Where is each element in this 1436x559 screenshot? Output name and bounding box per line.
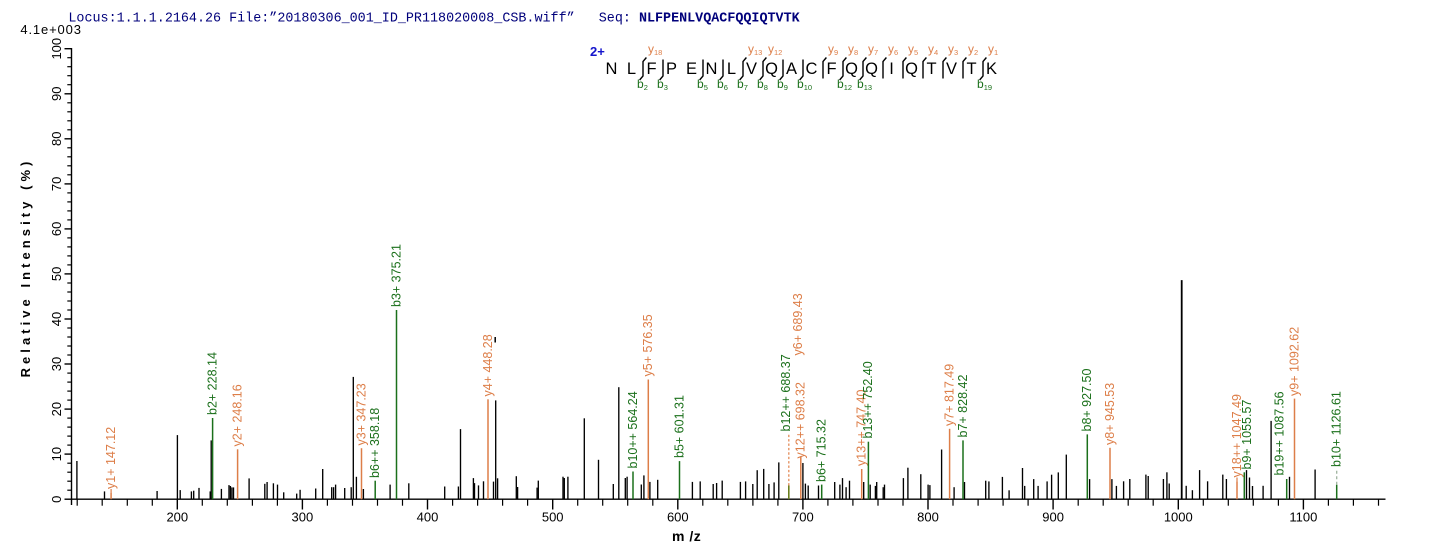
svg-text:b19++ 1087.56: b19++ 1087.56 (1273, 391, 1287, 475)
svg-text:b10++ 564.24: b10++ 564.24 (626, 391, 640, 468)
svg-text:500: 500 (542, 510, 564, 525)
svg-text:b9+ 1055.57: b9+ 1055.57 (1240, 400, 1254, 470)
svg-text:y6: y6 (888, 42, 898, 57)
svg-text:T: T (966, 60, 976, 78)
svg-text:300: 300 (292, 510, 314, 525)
svg-text:A: A (786, 60, 797, 78)
svg-text:y2: y2 (968, 42, 978, 57)
svg-text:b9: b9 (777, 77, 788, 92)
svg-text:y7: y7 (868, 42, 878, 57)
svg-text:y4: y4 (928, 42, 938, 57)
svg-text:y1: y1 (988, 42, 998, 57)
svg-text:b8: b8 (757, 77, 768, 92)
svg-text:y5+ 576.35: y5+ 576.35 (641, 314, 655, 376)
svg-text:1000: 1000 (1164, 510, 1193, 525)
svg-text:Q: Q (865, 60, 878, 78)
svg-text:b7: b7 (737, 77, 748, 92)
svg-text:y9+ 1092.62: y9+ 1092.62 (1287, 327, 1301, 396)
svg-text:y18++ 1047.49: y18++ 1047.49 (1230, 394, 1244, 477)
svg-text:F: F (826, 60, 836, 78)
svg-text:b2+ 228.14: b2+ 228.14 (205, 352, 219, 415)
svg-text:b12: b12 (837, 77, 852, 92)
svg-text:y6+ 689.43: y6+ 689.43 (791, 293, 805, 355)
svg-text:b5+ 601.31: b5+ 601.31 (672, 395, 686, 458)
svg-text:K: K (986, 60, 997, 78)
svg-text:y1+ 147.12: y1+ 147.12 (104, 427, 118, 489)
svg-text:y12++ 698.32: y12++ 698.32 (794, 382, 808, 459)
svg-text:30: 30 (49, 357, 64, 371)
svg-text:y12: y12 (768, 42, 782, 57)
svg-text:y18: y18 (648, 42, 662, 57)
svg-text:Locus:1.1.1.2164.26 File:”2018: Locus:1.1.1.2164.26 File:”20180306_001_I… (68, 12, 800, 27)
svg-text:b6++ 358.18: b6++ 358.18 (368, 408, 382, 478)
svg-text:V: V (746, 60, 757, 78)
svg-text:L: L (727, 60, 736, 78)
svg-text:V: V (946, 60, 957, 78)
svg-text:b2: b2 (637, 77, 648, 92)
svg-text:40: 40 (49, 312, 64, 326)
svg-text:10: 10 (49, 447, 64, 461)
svg-text:b5: b5 (697, 77, 708, 92)
svg-text:I: I (889, 60, 894, 78)
svg-text:900: 900 (1042, 510, 1064, 525)
svg-text:Q: Q (765, 60, 778, 78)
svg-text:b7+ 828.42: b7+ 828.42 (956, 375, 970, 438)
svg-text:2+: 2+ (590, 44, 605, 59)
svg-text:L: L (627, 60, 636, 78)
svg-text:y13: y13 (748, 42, 762, 57)
svg-text:y8: y8 (848, 42, 858, 57)
svg-text:70: 70 (49, 177, 64, 191)
svg-text:y13++ 747.40: y13++ 747.40 (855, 389, 869, 466)
svg-text:b6: b6 (717, 77, 728, 92)
svg-text:b13: b13 (857, 77, 872, 92)
svg-text:y9: y9 (828, 42, 838, 57)
svg-text:100: 100 (49, 38, 64, 60)
svg-text:b19: b19 (977, 77, 992, 92)
svg-text:y2+ 248.16: y2+ 248.16 (230, 384, 244, 446)
svg-text:90: 90 (49, 87, 64, 101)
svg-text:700: 700 (792, 510, 814, 525)
svg-text:C: C (806, 60, 818, 78)
svg-text:600: 600 (667, 510, 689, 525)
svg-text:y5: y5 (908, 42, 918, 57)
svg-text:0: 0 (49, 496, 64, 503)
svg-text:Q: Q (845, 60, 858, 78)
svg-text:b8+ 927.50: b8+ 927.50 (1080, 369, 1094, 432)
svg-text:m /z: m /z (672, 528, 701, 544)
svg-text:y7+ 817.49: y7+ 817.49 (942, 364, 956, 426)
svg-text:N: N (706, 60, 718, 78)
svg-text:b12++ 688.37: b12++ 688.37 (779, 354, 793, 431)
svg-text:4.1e+003: 4.1e+003 (20, 22, 81, 37)
svg-text:F: F (646, 60, 656, 78)
svg-text:80: 80 (49, 132, 64, 146)
svg-text:E: E (686, 60, 697, 78)
svg-text:b10+ 1126.61: b10+ 1126.61 (1330, 391, 1344, 467)
svg-text:60: 60 (49, 222, 64, 236)
svg-text:50: 50 (49, 267, 64, 281)
svg-text:b3+ 375.21: b3+ 375.21 (389, 244, 403, 307)
svg-text:b10: b10 (797, 77, 812, 92)
svg-text:800: 800 (917, 510, 939, 525)
svg-text:Relative Intensity (%): Relative Intensity (%) (18, 158, 33, 378)
svg-text:y8+ 945.53: y8+ 945.53 (1103, 383, 1117, 445)
svg-text:b6+ 715.32: b6+ 715.32 (815, 419, 829, 482)
svg-text:N: N (606, 60, 618, 78)
svg-text:P: P (666, 60, 677, 78)
svg-text:Q: Q (905, 60, 918, 78)
svg-text:400: 400 (417, 510, 439, 525)
svg-text:b3: b3 (657, 77, 668, 92)
svg-text:y3: y3 (948, 42, 958, 57)
svg-text:20: 20 (49, 402, 64, 416)
svg-text:y3+ 347.23: y3+ 347.23 (354, 383, 368, 445)
svg-text:T: T (926, 60, 936, 78)
svg-text:b13++ 752.40: b13++ 752.40 (861, 361, 875, 438)
svg-text:1100: 1100 (1289, 510, 1317, 525)
svg-text:y4+ 448.28: y4+ 448.28 (481, 334, 495, 396)
svg-text:200: 200 (166, 510, 188, 525)
